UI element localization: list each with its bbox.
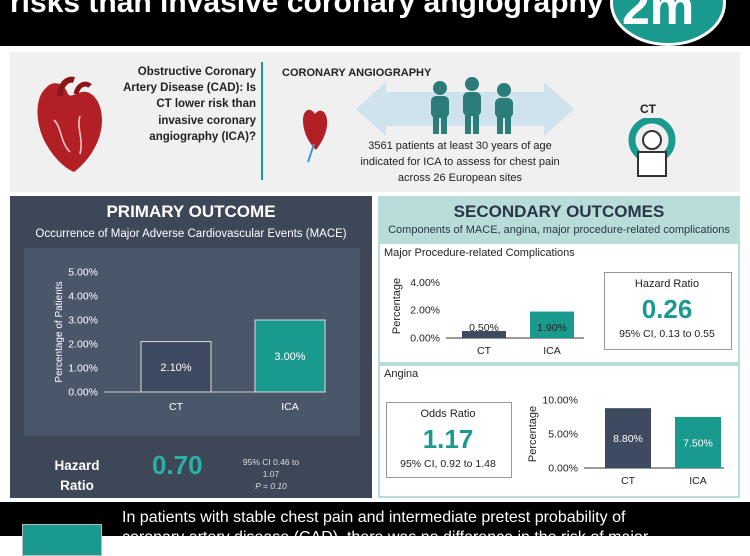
y-tick-label: 5.00%: [68, 267, 98, 279]
bar-ica: [530, 311, 574, 338]
hazard-ratio-box-value: 0.26: [641, 294, 693, 324]
y-tick-label: 5.00%: [548, 429, 578, 441]
angina-chart: 0.00% 5.00% 10.00%Percentage 8.80% CT 7.50% IC…: [527, 395, 724, 487]
secondary-outcomes-title: SECONDARY OUTCOMES: [453, 202, 665, 221]
y-tick-label: 4.00%: [68, 291, 98, 303]
angina-label: Angina: [384, 368, 419, 380]
bar-ica: [254, 319, 326, 393]
y-tick-label: 4.00%: [410, 277, 440, 289]
y-tick-label: 0.00%: [548, 463, 578, 475]
hazard-ratio-value: 0.70: [152, 450, 203, 480]
patients-description: 3561 patients at least 30 years of age i…: [360, 140, 560, 184]
conclusion-text: In patients with stable chest pain and i…: [122, 509, 649, 546]
procedure-complications-chart: 0.00% 2.00% 4.00% Percentage 0.50% CT 1.90% ICA: [391, 277, 584, 357]
hazard-ratio-box: [604, 272, 732, 350]
cad-question: Obstructive Coronary Artery Disease (CAD…: [123, 66, 256, 143]
footer-icon-box: [22, 524, 102, 556]
odds-ratio-label: Odds Ratio: [420, 408, 476, 420]
x-tick-label: CT: [477, 345, 492, 357]
data-label: 8.80%: [613, 433, 643, 445]
x-tick-label: ICA: [543, 345, 561, 357]
x-tick-label: CT: [169, 401, 184, 413]
y-axis-title: Percentage: [391, 278, 403, 334]
bar-ct: [140, 341, 212, 393]
p-value: P = 0.10: [255, 481, 287, 491]
heart-icon: [37, 76, 102, 172]
primary-outcome-title: PRIMARY OUTCOME: [106, 202, 276, 221]
data-label: 2.10%: [160, 362, 191, 374]
data-label: 3.00%: [274, 351, 305, 363]
people-icon: [431, 77, 513, 134]
hazard-ratio-label: Hazard Ratio: [54, 458, 100, 493]
x-tick-label: ICA: [281, 401, 299, 413]
x-tick-label: ICA: [689, 475, 707, 487]
logo-text: 2m: [622, 0, 695, 35]
secondary-outcomes-subtitle: Components of MACE, angina, major proced…: [388, 224, 730, 236]
y-tick-label: 0.00%: [68, 387, 98, 399]
y-tick-label: 10.00%: [542, 395, 578, 407]
hazard-ratio-box-ci: 95% CI, 0.13 to 0.55: [619, 328, 715, 340]
ct-label: CT: [640, 102, 656, 116]
heart-catheter-icon: [303, 109, 328, 163]
primary-mace-chart: 0.00% 1.00% 2.00% 3.00% 4.00% 5.00%Percentage…: [54, 267, 326, 413]
y-tick-label: 1.00%: [68, 363, 98, 375]
y-axis-title: Percentage: [527, 406, 539, 462]
x-tick-label: CT: [621, 475, 636, 487]
y-tick-label: 3.00%: [68, 315, 98, 327]
data-label: 1.90%: [537, 322, 567, 334]
coronary-angiography-title: CORONARY ANGIOGRAPHY: [282, 67, 432, 79]
hazard-ratio-box-label: Hazard Ratio: [634, 278, 700, 290]
data-label: 0.50%: [469, 322, 499, 334]
divider: [261, 62, 263, 180]
bar-ct: [605, 408, 651, 468]
odds-ratio-ci: 95% CI, 0.92 to 1.48: [400, 458, 496, 470]
y-tick-label: 0.00%: [410, 333, 440, 345]
page-title: risks than invasive coronary angiography: [10, 0, 604, 19]
odds-ratio-box: [386, 402, 512, 478]
confidence-interval: 95% CI 0.46 to 1.07 P = 0.10: [236, 456, 306, 492]
footer-banner: [0, 502, 750, 536]
primary-outcome-subtitle: Occurrence of Major Adverse Cardiovascul…: [35, 228, 347, 240]
ci-line: 95% CI 0.46 to 1.07: [242, 457, 300, 479]
y-tick-label: 2.00%: [68, 339, 98, 351]
ct-scanner-icon: [628, 118, 676, 177]
procedure-complications-label: Major Procedure-related Complications: [384, 247, 575, 259]
y-axis-title: Percentage of Patients: [54, 281, 65, 382]
odds-ratio-value: 1.17: [422, 424, 474, 454]
y-tick-label: 2.00%: [410, 305, 440, 317]
bar-ica: [675, 417, 721, 468]
bar-ct: [462, 331, 506, 338]
data-label: 7.50%: [683, 438, 713, 450]
